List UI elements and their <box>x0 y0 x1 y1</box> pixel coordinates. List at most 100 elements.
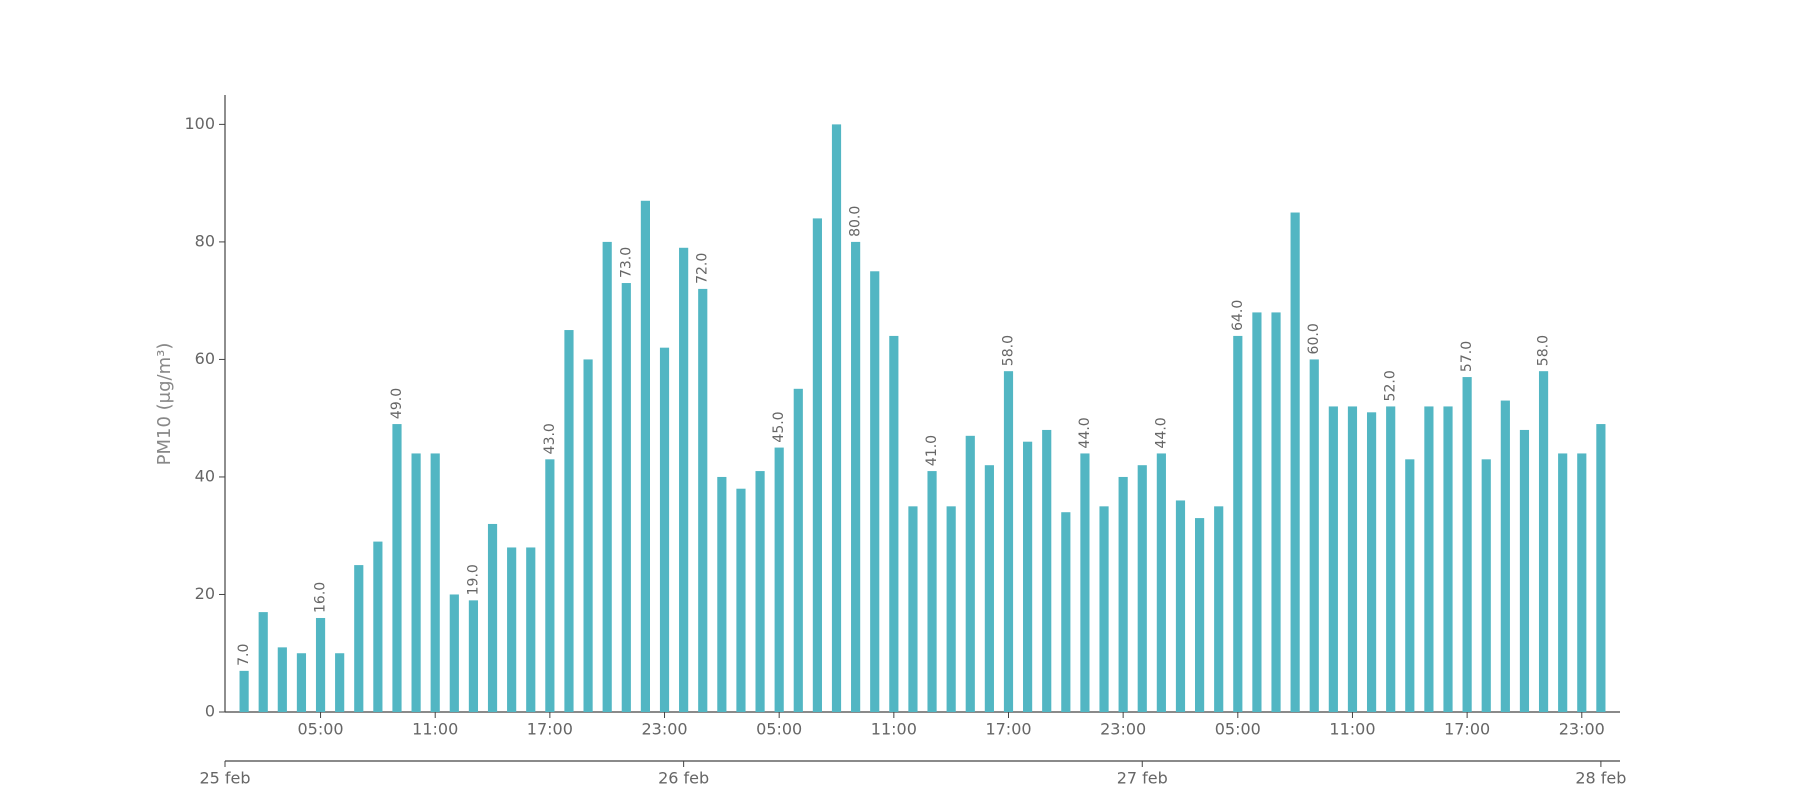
bar <box>640 200 650 712</box>
bar <box>889 335 899 712</box>
bar <box>1519 429 1530 712</box>
y-tick-label: 40 <box>195 466 215 485</box>
bar <box>1137 465 1147 712</box>
bar <box>411 453 421 712</box>
y-tick-label: 0 <box>205 702 215 721</box>
bar <box>698 288 708 712</box>
y-axis-label: PM10 (μg/m³) <box>154 343 175 466</box>
bar <box>621 283 631 712</box>
date-tick-label: 27 feb <box>1117 769 1168 788</box>
bar <box>1386 406 1396 712</box>
bar <box>679 247 689 712</box>
bar <box>1328 406 1338 712</box>
bar <box>755 471 765 712</box>
bar <box>1099 506 1109 712</box>
bar <box>1233 335 1243 712</box>
value-label: 57.0 <box>1459 341 1475 372</box>
bar <box>296 653 307 712</box>
x-tick-label: 05:00 <box>297 720 343 739</box>
bar <box>965 435 975 712</box>
bar <box>1347 406 1358 712</box>
bar <box>812 218 822 712</box>
bar <box>1443 406 1453 712</box>
value-label: 72.0 <box>695 253 711 284</box>
bar <box>1558 453 1568 712</box>
value-label: 73.0 <box>618 247 634 278</box>
bar <box>984 465 994 712</box>
bar <box>315 617 326 712</box>
bar <box>870 271 880 712</box>
bar <box>526 547 536 712</box>
bar <box>1538 371 1549 712</box>
x-tick-label: 17:00 <box>527 720 573 739</box>
bar <box>1462 377 1472 712</box>
x-tick-label: 05:00 <box>1215 720 1261 739</box>
bar <box>1156 453 1166 712</box>
bar <box>583 359 593 712</box>
value-label: 80.0 <box>848 206 864 237</box>
bar <box>946 506 956 712</box>
x-tick-label: 17:00 <box>1444 720 1490 739</box>
x-tick-label: 11:00 <box>871 720 917 739</box>
value-label: 7.0 <box>236 644 252 666</box>
bar <box>564 330 574 712</box>
bar <box>1003 371 1014 712</box>
bar <box>1175 500 1186 712</box>
bar <box>1500 400 1510 712</box>
bar <box>717 476 727 712</box>
value-label: 52.0 <box>1383 370 1399 401</box>
bar <box>908 506 918 712</box>
bar <box>1577 453 1587 712</box>
x-tick-label: 23:00 <box>1100 720 1146 739</box>
bar <box>507 547 517 712</box>
date-tick-label: 28 feb <box>1575 769 1626 788</box>
value-label: 58.0 <box>1536 335 1552 366</box>
bar <box>392 424 402 712</box>
value-label: 43.0 <box>542 423 558 454</box>
date-tick-label: 26 feb <box>658 769 709 788</box>
value-label: 41.0 <box>924 435 940 466</box>
bar <box>239 670 249 712</box>
bar <box>1214 506 1224 712</box>
value-label: 16.0 <box>313 582 329 613</box>
bar <box>468 600 479 712</box>
value-label: 44.0 <box>1077 417 1093 448</box>
bar <box>1481 459 1491 712</box>
x-tick-label: 17:00 <box>985 720 1031 739</box>
bar <box>487 523 498 712</box>
value-label: 44.0 <box>1153 417 1169 448</box>
bar <box>258 612 268 712</box>
x-tick-label: 23:00 <box>1559 720 1605 739</box>
value-label: 64.0 <box>1230 300 1246 331</box>
bar <box>1080 453 1090 712</box>
bar <box>1061 512 1071 712</box>
bar <box>545 459 555 712</box>
bar <box>1118 476 1128 712</box>
bar <box>831 124 842 712</box>
value-label: 19.0 <box>465 564 481 595</box>
date-tick-label: 25 feb <box>199 769 250 788</box>
bar <box>1042 429 1052 712</box>
bar <box>1271 312 1281 712</box>
value-label: 45.0 <box>771 411 787 442</box>
bar <box>1252 312 1262 712</box>
bar <box>1195 518 1205 712</box>
bar <box>793 388 803 712</box>
bar <box>335 653 345 712</box>
bar <box>449 594 459 712</box>
value-label: 60.0 <box>1306 323 1322 354</box>
y-tick-label: 80 <box>195 231 215 250</box>
bar <box>736 488 746 712</box>
x-tick-label: 05:00 <box>756 720 802 739</box>
x-tick-label: 23:00 <box>641 720 687 739</box>
bar <box>1023 441 1033 712</box>
bar <box>1596 424 1606 712</box>
bar <box>1405 459 1415 712</box>
bar <box>354 565 364 712</box>
bar <box>373 541 383 712</box>
y-tick-label: 60 <box>195 349 215 368</box>
y-tick-label: 100 <box>184 114 215 133</box>
bar <box>659 347 670 712</box>
bar <box>1309 359 1319 712</box>
